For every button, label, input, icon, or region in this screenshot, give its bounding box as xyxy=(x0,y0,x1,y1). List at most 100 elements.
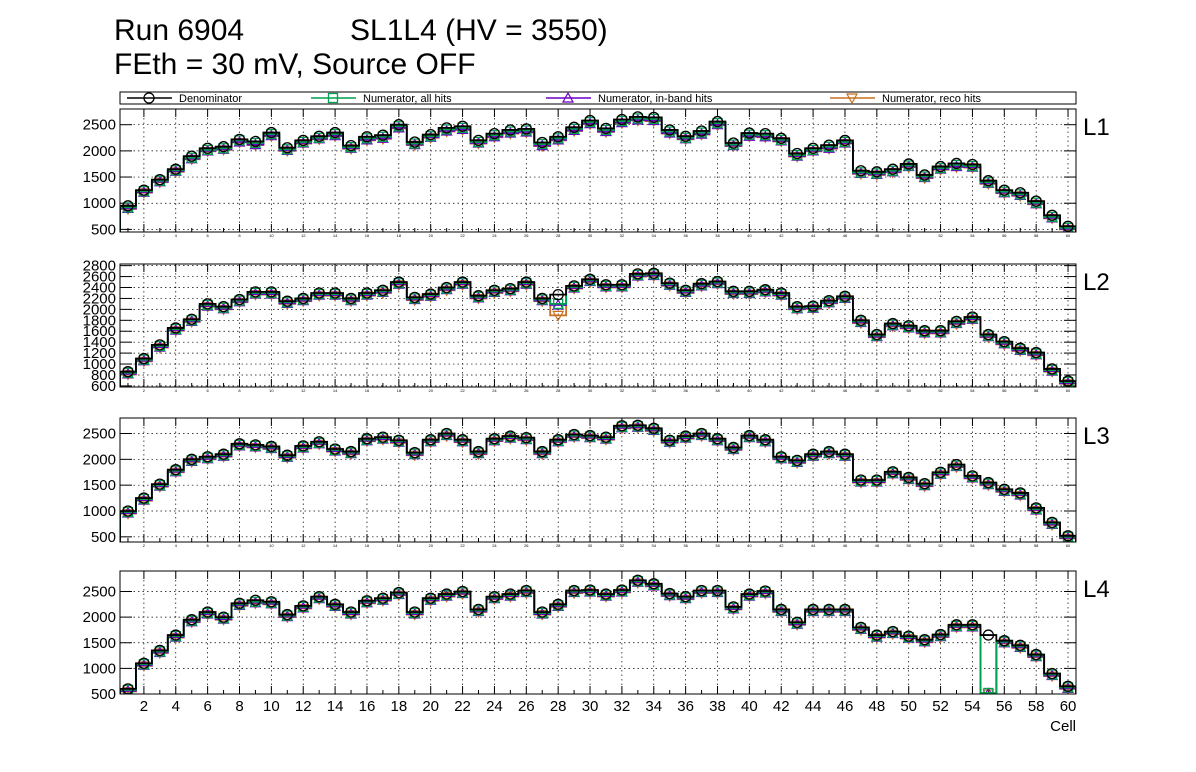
marker-reco xyxy=(169,467,182,479)
marker-denominator xyxy=(791,454,803,467)
y-tick-label: 2000 xyxy=(83,609,116,626)
marker-reco xyxy=(345,296,358,308)
panel-frame xyxy=(119,417,1077,543)
marker-denominator xyxy=(632,111,644,123)
marker-reco xyxy=(440,592,453,603)
marker-reco xyxy=(568,588,581,600)
marker-denominator xyxy=(743,429,756,442)
marker-denominator xyxy=(154,478,166,490)
legend-label-3: Numerator, reco hits xyxy=(882,93,982,105)
marker-reco xyxy=(488,288,501,300)
x-tick-label-small: 40 xyxy=(747,388,752,393)
x-tick-label: 22 xyxy=(454,698,471,715)
x-tick-label-small: 20 xyxy=(428,543,433,548)
marker-reco xyxy=(679,594,692,606)
panel-frame xyxy=(119,108,1077,233)
marker-reco xyxy=(727,604,740,616)
marker-reco xyxy=(599,282,612,294)
x-tick-label: 56 xyxy=(996,698,1013,715)
x-tick-label-small: 30 xyxy=(588,543,593,548)
x-tick-label-small: 8 xyxy=(238,388,241,393)
marker-denominator xyxy=(998,184,1010,196)
x-tick-label-small: 36 xyxy=(683,233,688,238)
x-tick-label-small: 10 xyxy=(269,233,274,238)
marker-denominator xyxy=(775,451,787,463)
x-tick-label-small: 4 xyxy=(175,233,178,238)
marker-denominator xyxy=(313,590,325,603)
marker-denominator xyxy=(695,584,708,597)
marker-reco xyxy=(711,588,724,600)
y-tick-label: 1800 xyxy=(83,312,116,329)
marker-reco xyxy=(137,661,150,673)
marker-reco xyxy=(679,434,692,445)
x-tick-label-small: 38 xyxy=(715,233,720,238)
marker-reco xyxy=(599,435,612,446)
marker-reco xyxy=(759,287,772,299)
marker-in_band xyxy=(392,121,405,133)
series-group xyxy=(120,574,1076,694)
marker-denominator xyxy=(568,584,580,597)
y-tick-label: 2600 xyxy=(83,269,116,286)
marker-reco xyxy=(791,458,804,470)
marker-denominator xyxy=(138,492,150,504)
marker-in_band xyxy=(488,130,501,142)
marker-in_band xyxy=(568,124,581,136)
marker-reco xyxy=(121,686,134,694)
marker-reco xyxy=(329,602,342,614)
marker-denominator xyxy=(1062,220,1074,232)
marker-denominator xyxy=(186,150,198,162)
x-tick-label-small: 12 xyxy=(301,543,306,548)
marker-denominator xyxy=(807,300,819,312)
marker-denominator xyxy=(950,619,963,631)
marker-denominator xyxy=(966,311,979,323)
marker-denominator xyxy=(488,284,501,296)
legend-marker-1 xyxy=(327,92,339,104)
marker-reco xyxy=(1062,684,1075,694)
x-tick-label-small: 14 xyxy=(333,388,338,393)
marker-denominator xyxy=(727,601,740,613)
marker-reco xyxy=(552,437,565,449)
x-tick-label-small: 26 xyxy=(524,543,529,548)
marker-reco xyxy=(950,319,963,331)
marker-reco xyxy=(137,188,150,199)
x-tick-label-small: 2 xyxy=(143,233,146,238)
marker-reco xyxy=(854,477,867,489)
marker-reco xyxy=(201,302,214,313)
marker-reco xyxy=(1046,671,1059,683)
x-tick-label-small: 18 xyxy=(397,233,402,238)
x-tick-label-small: 18 xyxy=(397,388,402,393)
marker-denominator xyxy=(664,587,676,600)
marker-denominator xyxy=(329,598,341,610)
marker-denominator xyxy=(345,445,357,458)
marker-reco xyxy=(584,277,597,289)
marker-reco xyxy=(169,326,182,337)
marker-reco xyxy=(504,434,517,445)
marker-denominator xyxy=(170,163,182,175)
x-tick-label-small: 50 xyxy=(906,233,911,238)
y-tick-label: 2000 xyxy=(83,301,116,318)
marker-denominator xyxy=(249,135,262,148)
marker-reco xyxy=(807,452,820,463)
marker-reco xyxy=(679,288,692,300)
marker-reco xyxy=(249,290,262,301)
marker-reco xyxy=(424,596,437,607)
marker-reco xyxy=(185,457,198,469)
marker-reco xyxy=(456,589,469,601)
marker-reco xyxy=(552,310,565,322)
marker-denominator xyxy=(456,120,469,132)
marker-denominator xyxy=(711,433,724,445)
marker-reco xyxy=(631,578,644,590)
marker-denominator xyxy=(138,184,150,196)
marker-denominator xyxy=(249,594,262,606)
x-tick-label-small: 6 xyxy=(207,388,210,393)
marker-reco xyxy=(695,588,708,600)
x-tick-label-small: 56 xyxy=(1002,543,1007,548)
marker-denominator xyxy=(711,584,724,597)
marker-reco xyxy=(886,321,899,333)
y-tick-label: 1600 xyxy=(83,323,116,340)
marker-reco xyxy=(838,294,851,306)
marker-denominator xyxy=(966,619,979,631)
marker-reco xyxy=(520,280,533,292)
panel-label-L2: L2 xyxy=(1083,269,1110,296)
marker-denominator xyxy=(695,278,708,290)
